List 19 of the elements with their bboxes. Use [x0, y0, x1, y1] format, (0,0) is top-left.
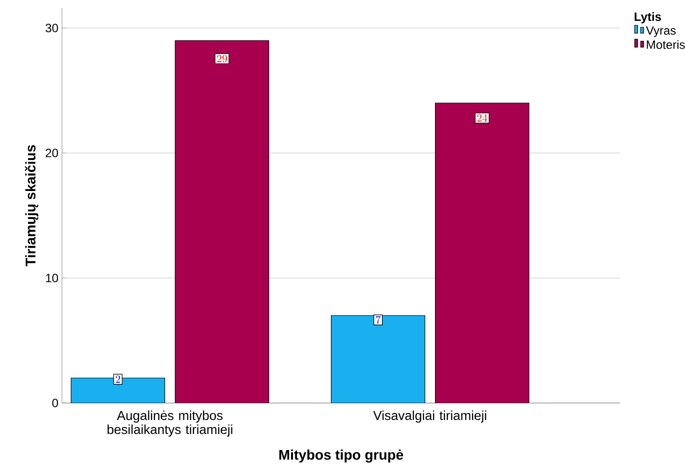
- y-tick-label: 20: [46, 148, 58, 158]
- data-label: 29: [217, 54, 227, 62]
- data-label: 2: [116, 376, 120, 383]
- legend-title: Lytis: [634, 12, 661, 24]
- bar: [435, 102, 530, 403]
- x-tick-label: Augalinės mitybos besilaikantys tiriamieji: [108, 410, 232, 437]
- legend-label: Moteris: [646, 40, 685, 49]
- bar: [70, 378, 166, 403]
- x-tick-label: Visavalgiai tiriamieji: [373, 410, 486, 423]
- x-axis-title: Mitybos tipo grupė: [279, 449, 404, 463]
- y-tick-label: 30: [46, 24, 58, 32]
- bar: [330, 315, 426, 403]
- legend-label: Vyras: [646, 26, 676, 38]
- data-label: 24: [477, 114, 488, 122]
- bar: [174, 40, 270, 403]
- y-tick-label: 10: [46, 274, 58, 282]
- y-axis-title: Tiriamųjų skaičius: [24, 145, 38, 266]
- data-label: 7: [376, 316, 381, 324]
- y-tick-label: 0: [52, 398, 58, 408]
